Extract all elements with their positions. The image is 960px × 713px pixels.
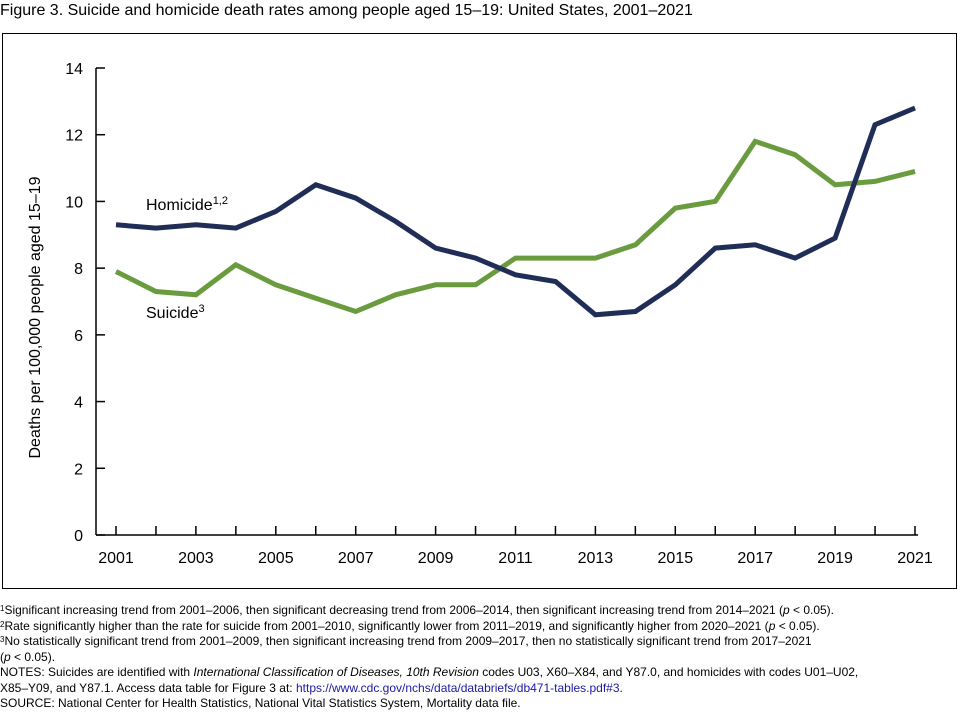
series-line-homicide (115, 105, 916, 318)
notes-line-2: X85–Y09, and Y87.1. Access data table fo… (0, 680, 623, 695)
footnote-3-continued: (p < 0.05). (0, 649, 56, 664)
source-line: SOURCE: National Center for Health Stati… (0, 696, 521, 710)
y-tick-label: 10 (65, 194, 83, 211)
footnote-3: 3No statistically significant trend from… (0, 634, 812, 648)
y-axis-title: Deaths per 100,000 people aged 15–19 (27, 176, 44, 458)
x-tick-label: 2001 (98, 550, 134, 567)
x-tick-label: 2005 (258, 550, 294, 567)
footnote-1: 1Significant increasing trend from 2001–… (0, 603, 835, 617)
x-tick-label: 2007 (338, 550, 374, 567)
x-tick-label: 2013 (578, 550, 614, 567)
series-label-suicide: Suicide3 (146, 303, 205, 322)
notes-line-1: NOTES: Suicides are identified with Inte… (0, 665, 859, 679)
chart-frame: 0 2 4 6 8 10 12 14 2001 2003 2005 2007 2009 2011 2013 2… (2, 33, 957, 589)
y-tick-label: 8 (74, 261, 83, 278)
footnotes: 1Significant increasing trend from 2001–… (0, 603, 960, 712)
line-chart: 0 2 4 6 8 10 12 14 2001 2003 2005 2007 2009 2011 2013 2… (27, 61, 933, 567)
y-tick-label: 4 (74, 395, 83, 412)
x-tick-label: 2015 (658, 550, 694, 567)
y-tick-label: 12 (65, 128, 83, 145)
data-table-link[interactable]: https://www.cdc.gov/nchs/data/databriefs… (295, 680, 620, 695)
figure-title: Figure 3. Suicide and homicide death rat… (0, 2, 693, 19)
y-tick-label: 14 (65, 61, 83, 78)
series-label-homicide: Homicide1,2 (146, 195, 228, 214)
x-tick-label: 2011 (498, 550, 533, 567)
x-tick-label: 2021 (897, 550, 933, 567)
x-tick-label: 2019 (817, 550, 853, 567)
x-tick-label: 2009 (418, 550, 454, 567)
y-tick-label: 0 (74, 528, 83, 545)
x-tick-label: 2003 (178, 550, 214, 567)
y-tick-label: 6 (74, 328, 83, 345)
series-line-suicide (114, 138, 916, 315)
footnote-2: 2Rate significantly higher than the rate… (0, 618, 820, 633)
x-tick-label: 2017 (737, 550, 773, 567)
y-tick-label: 2 (74, 461, 83, 478)
